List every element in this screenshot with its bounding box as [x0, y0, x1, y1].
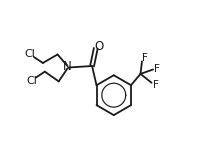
Text: F: F [142, 53, 148, 63]
Text: O: O [94, 40, 103, 53]
Text: Cl: Cl [25, 49, 36, 59]
Text: Cl: Cl [27, 76, 38, 86]
Text: N: N [63, 60, 72, 73]
Text: F: F [153, 80, 159, 90]
Text: F: F [154, 65, 160, 74]
